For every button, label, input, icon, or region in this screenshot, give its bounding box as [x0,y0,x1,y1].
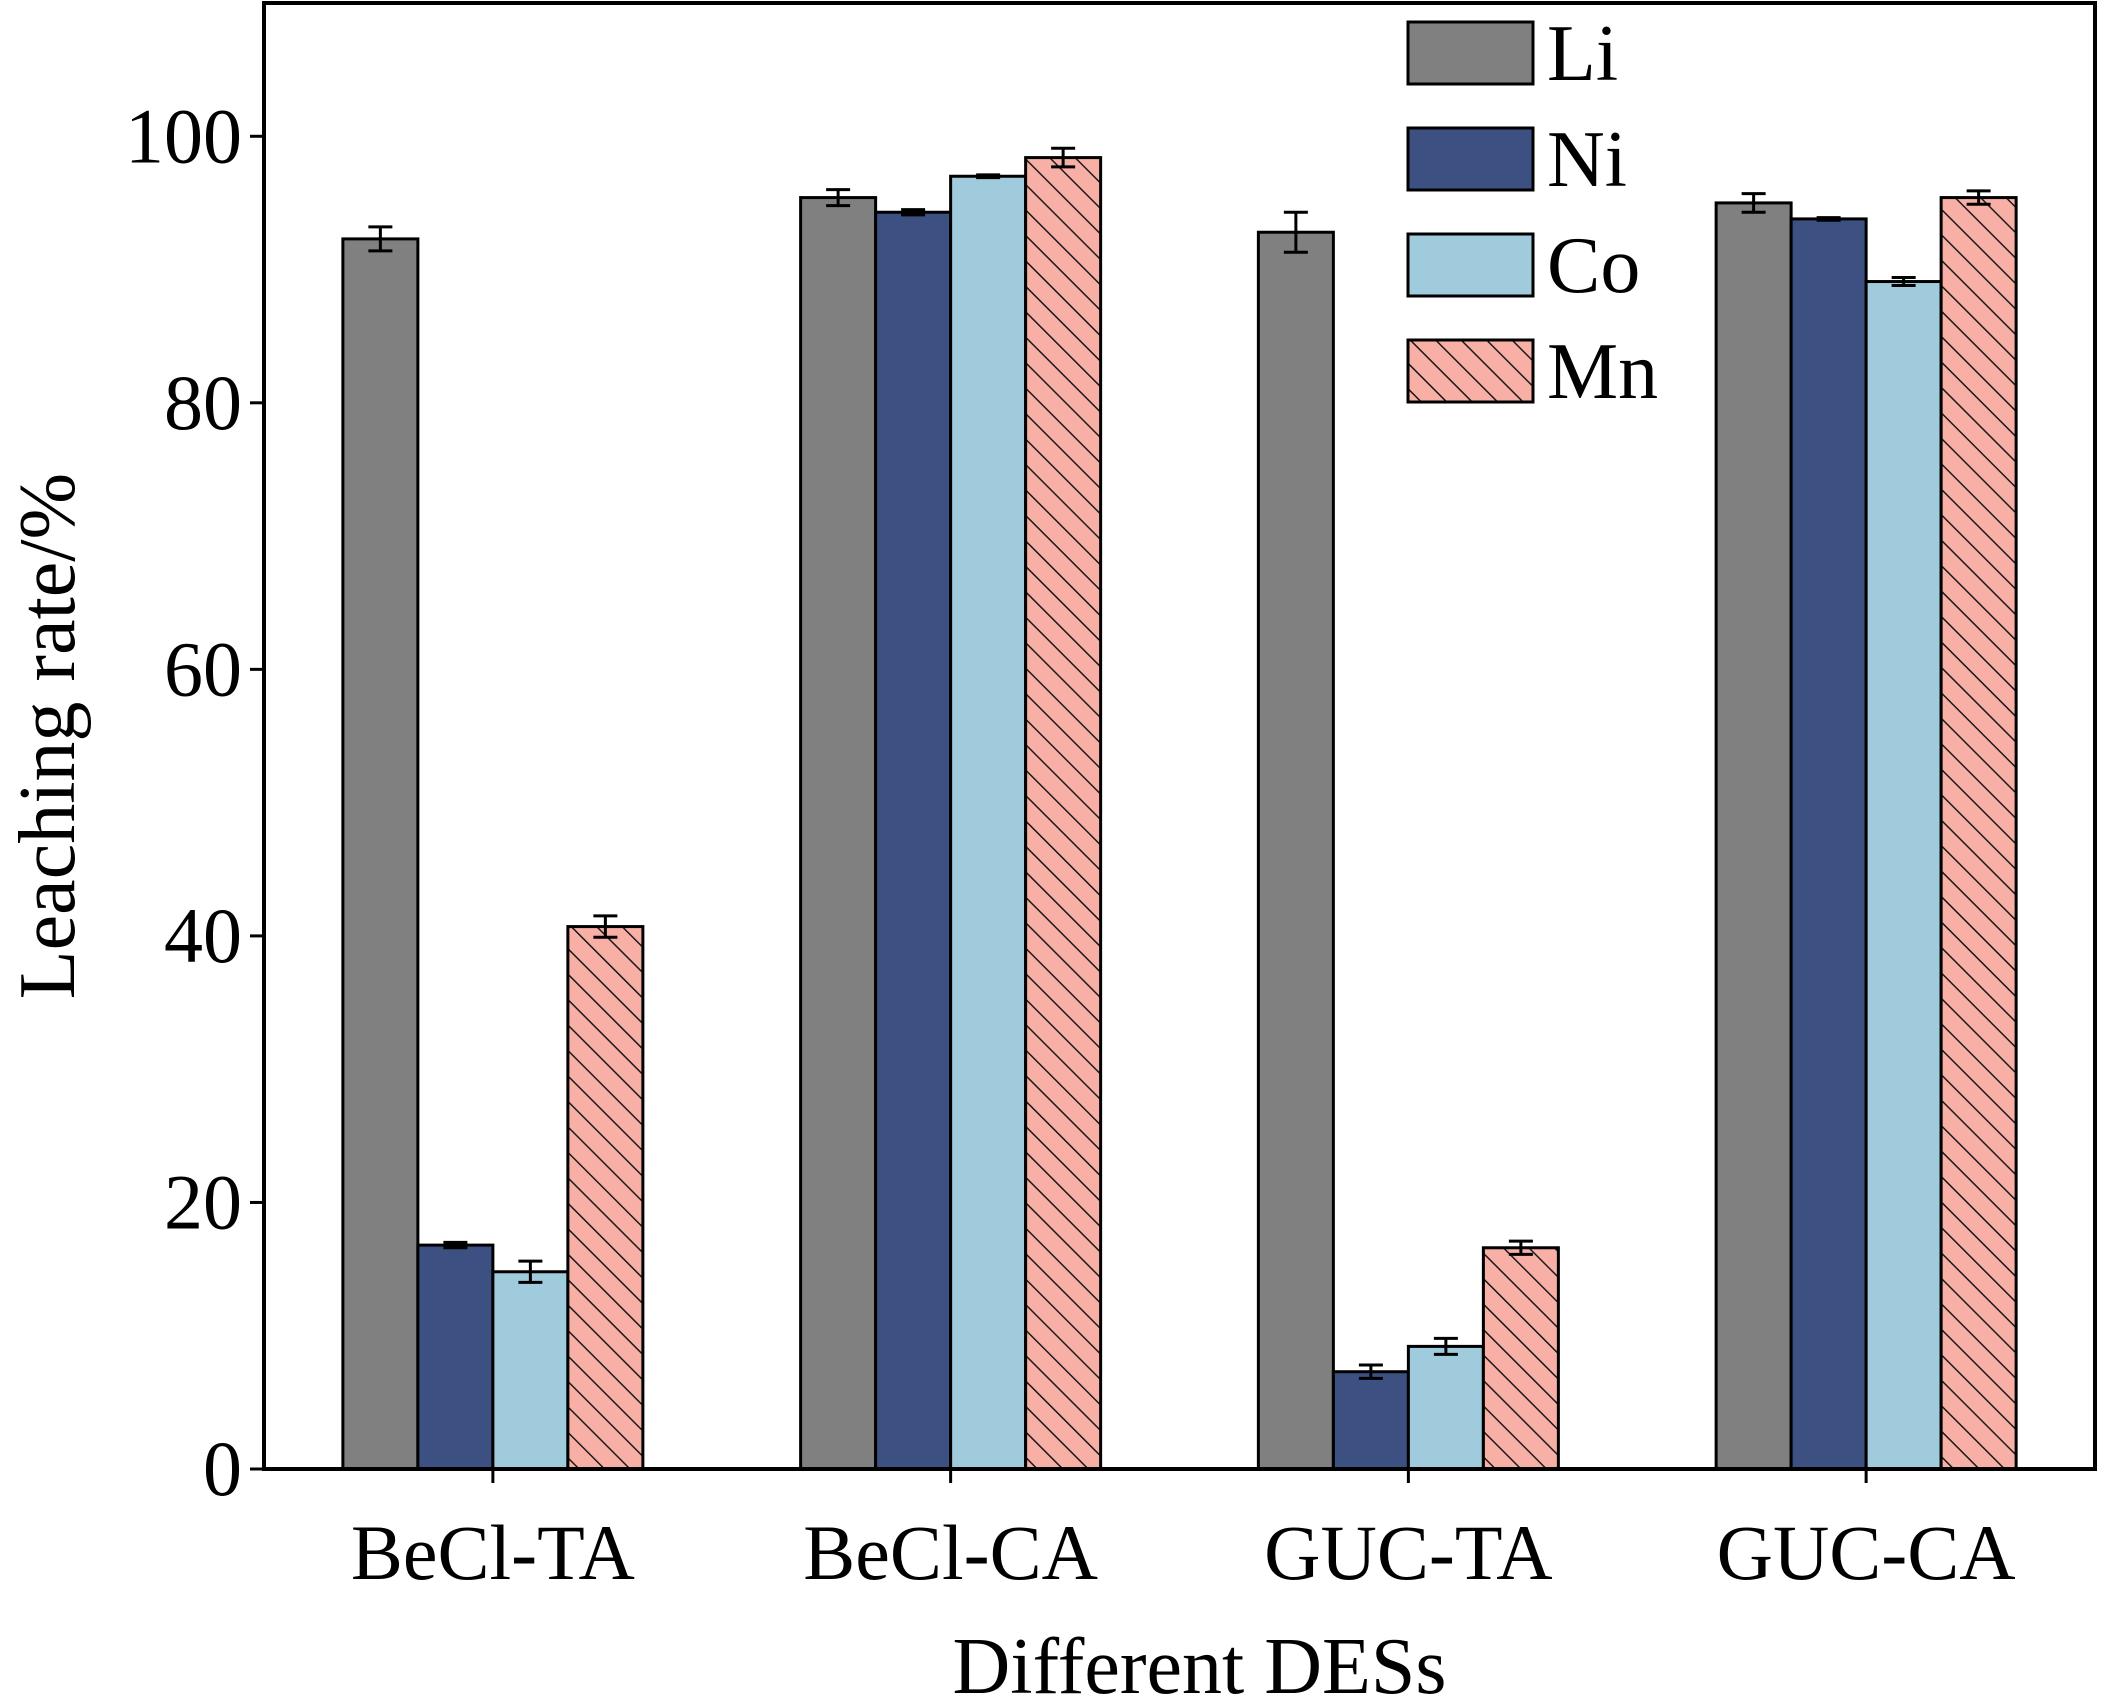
legend-swatch-li [1406,20,1535,86]
bar-co-guc-ca [1864,280,1943,1471]
bar-mn-guc-ca [1939,196,2018,1471]
bar-li-becl-ca [799,196,878,1471]
error-bar-mn-becl-ta [593,914,618,939]
error-bar-li-guc-ta [1283,210,1308,254]
error-bar-co-guc-ca [1891,276,1916,288]
error-bar-mn-becl-ca [1051,146,1076,169]
error-bar-mn-guc-ta [1508,1239,1533,1256]
bar-li-guc-ca [1714,201,1793,1471]
bar-ni-becl-ta [416,1243,495,1471]
error-bar-ni-becl-ca [901,208,926,217]
legend-swatch-mn [1406,338,1535,404]
plot-frame [262,1,2097,1471]
axis-ticks: BeCl-TA BeCl-CA GUC-TA GUC-CA 0 20 40 60 80 100 [125,92,2016,1596]
bar-mn-becl-ca [1024,156,1103,1471]
error-bar-co-guc-ta [1433,1336,1458,1356]
bars-layer [341,156,2018,1471]
y-tick-label: 20 [164,1158,242,1245]
legend-label-co: Co [1547,222,1640,310]
y-tick-label: 60 [164,625,242,712]
bar-co-becl-ca [949,174,1028,1471]
error-bar-co-becl-ca [976,173,1001,180]
bar-co-guc-ta [1406,1344,1485,1471]
bar-co-becl-ta [491,1270,570,1471]
y-tick-label: 0 [203,1425,242,1512]
y-tick-label: 40 [164,892,242,979]
x-tick-label: GUC-CA [1717,1509,2016,1596]
error-bar-li-becl-ta [368,225,393,253]
legend-item-ni: Ni [1406,116,1627,204]
error-bar-mn-guc-ca [1966,189,1991,206]
error-bar-li-guc-ca [1741,192,1766,214]
bar-li-becl-ta [341,237,420,1471]
y-tick-label: 80 [164,359,242,446]
error-bar-ni-guc-ta [1358,1363,1383,1380]
error-bar-ni-guc-ca [1816,216,1841,222]
legend-item-mn: Mn [1406,328,1658,416]
legend-label-mn: Mn [1547,328,1658,416]
bar-li-guc-ta [1256,230,1335,1471]
legend-swatch-co [1406,232,1535,298]
error-bar-li-becl-ca [826,188,851,208]
legend-item-co: Co [1406,222,1640,310]
error-bar-ni-becl-ta [443,1240,468,1250]
legend-label-li: Li [1547,10,1618,98]
bar-mn-guc-ta [1481,1246,1560,1471]
bar-ni-guc-ca [1789,217,1868,1471]
x-axis-title: Different DESs [953,1623,1447,1698]
error-bars-layer [368,146,1991,1380]
bar-ni-guc-ta [1331,1370,1410,1471]
legend-label-ni: Ni [1547,116,1627,204]
bar-mn-becl-ta [566,925,645,1471]
x-tick-label: BeCl-TA [351,1509,635,1596]
y-tick-label: 100 [125,92,242,179]
x-tick-label: BeCl-CA [803,1509,1098,1596]
y-axis-title: Leaching rate/% [4,473,92,999]
legend-swatch-ni [1406,126,1535,192]
legend: Li Ni Co Mn [1406,10,1658,416]
bar-ni-becl-ca [874,210,953,1471]
error-bar-co-becl-ta [518,1259,543,1284]
x-tick-label: GUC-TA [1264,1509,1552,1596]
legend-item-li: Li [1406,10,1618,98]
